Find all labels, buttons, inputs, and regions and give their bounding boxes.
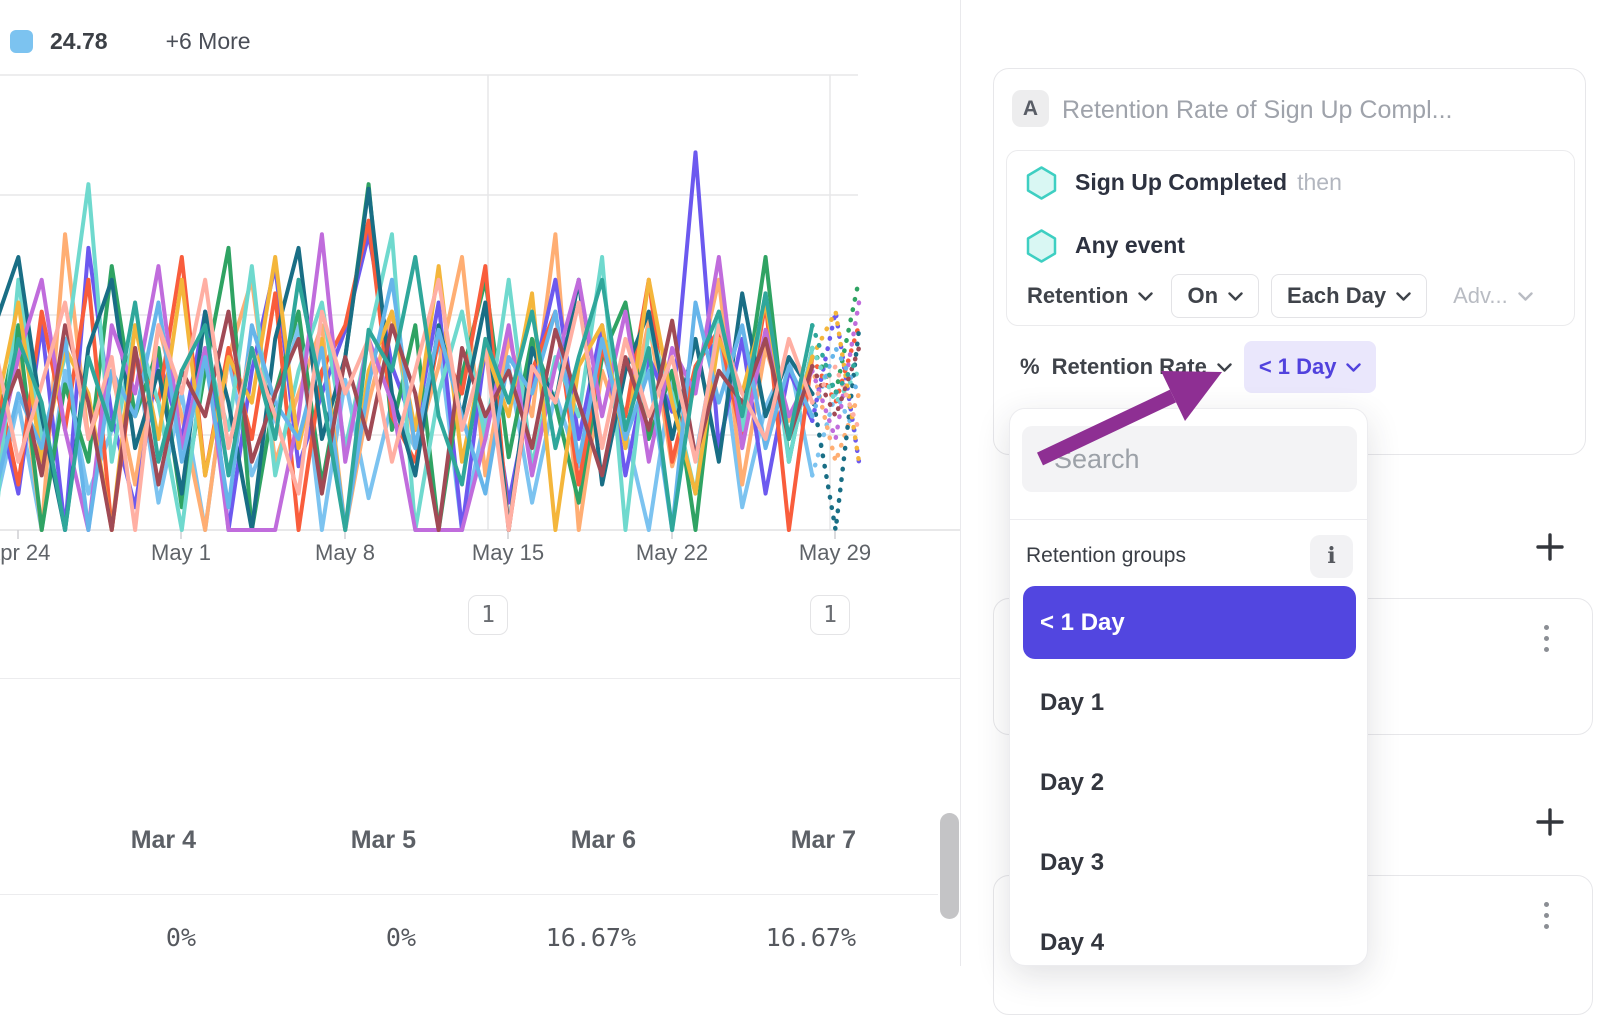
retention-group-option[interactable]: < 1 Day bbox=[1023, 586, 1356, 659]
metric-row: % Retention Rate < 1 Day bbox=[1020, 341, 1377, 393]
interval-dropdown-label: Each Day bbox=[1287, 283, 1387, 308]
chart-panel: 24.78 +6 More Apr 24 May 1 May 8 May 15 May … bbox=[0, 0, 961, 966]
metric-card-a: A Retention Rate of Sign Up Compl... Sig… bbox=[993, 68, 1586, 455]
chevron-down-icon bbox=[1346, 362, 1362, 372]
metric-dropdown[interactable]: Retention Rate bbox=[1052, 354, 1232, 380]
retention-groups-header-row: Retention groups i bbox=[1026, 531, 1353, 581]
search-input[interactable] bbox=[1052, 442, 1367, 476]
retention-group-option[interactable]: Day 3 bbox=[1040, 848, 1105, 876]
kebab-menu-icon[interactable] bbox=[1530, 898, 1562, 933]
retention-line-chart[interactable] bbox=[0, 0, 960, 540]
retention-group-option[interactable]: Day 2 bbox=[1040, 768, 1105, 796]
chevron-down-icon bbox=[1138, 291, 1154, 301]
interval-dropdown[interactable]: Each Day bbox=[1271, 274, 1428, 318]
on-dropdown-label: On bbox=[1187, 283, 1219, 308]
mode-dropdown-label: Retention bbox=[1027, 283, 1129, 308]
event-row-2[interactable]: Any event bbox=[1026, 228, 1185, 263]
chevron-down-icon bbox=[1396, 291, 1411, 301]
table-header-divider bbox=[0, 894, 938, 895]
retention-group-option[interactable]: Day 4 bbox=[1040, 928, 1105, 956]
popup-divider bbox=[1010, 519, 1367, 520]
table-cell: 16.67% bbox=[765, 923, 856, 952]
plus-icon bbox=[1536, 533, 1564, 561]
legend-value: 24.78 bbox=[50, 27, 108, 54]
search-box[interactable] bbox=[1022, 426, 1367, 492]
metric-card-title: Retention Rate of Sign Up Compl... bbox=[1062, 96, 1453, 124]
retention-group-option[interactable]: Day 1 bbox=[1040, 688, 1105, 716]
event-hexagon-icon bbox=[1026, 165, 1057, 200]
event-name[interactable]: Sign Up Completed bbox=[1075, 169, 1288, 195]
chevron-down-icon bbox=[1518, 291, 1533, 301]
chart-annotation-marker[interactable]: 1 bbox=[810, 595, 850, 635]
plus-icon bbox=[1536, 808, 1564, 836]
x-axis-labels: Apr 24 May 1 May 8 May 15 May 22 May 29 bbox=[0, 540, 960, 572]
add-segment-button[interactable] bbox=[1528, 800, 1572, 844]
retention-group-options: < 1 Day Day 1 Day 2 Day 3 Day 4 bbox=[1023, 586, 1356, 965]
x-axis-tick-label: Apr 24 bbox=[0, 540, 51, 565]
table-header-row: Mar 4 Mar 5 Mar 6 Mar 7 bbox=[0, 826, 900, 877]
event-hexagon-icon bbox=[1026, 228, 1057, 263]
event-name[interactable]: Any event bbox=[1075, 232, 1185, 258]
event-definition-card: Sign Up Completed then Any event Retenti… bbox=[1006, 150, 1575, 326]
chevron-down-icon bbox=[1228, 291, 1243, 301]
retention-group-dropdown[interactable]: < 1 Day bbox=[1243, 341, 1377, 393]
advanced-dropdown-label: Adv... bbox=[1453, 283, 1508, 308]
legend-more-button[interactable]: +6 More bbox=[165, 27, 251, 54]
retention-controls-row: Retention On Each Day Adv... bbox=[1021, 274, 1533, 318]
then-label: then bbox=[1297, 169, 1342, 195]
chart-annotation-marker[interactable]: 1 bbox=[468, 595, 508, 635]
on-dropdown[interactable]: On bbox=[1171, 274, 1260, 318]
retention-group-popup: Retention groups i < 1 Day Day 1 Day 2 Day … bbox=[1009, 408, 1368, 966]
add-metric-button[interactable] bbox=[1528, 525, 1572, 569]
x-axis-tick-label: May 8 bbox=[315, 540, 375, 565]
retention-table: Mar 4 Mar 5 Mar 6 Mar 7 bbox=[0, 826, 900, 877]
metric-dropdown-label: Retention Rate bbox=[1051, 354, 1207, 379]
event-row-1[interactable]: Sign Up Completed then bbox=[1026, 165, 1342, 200]
table-cell: 0% bbox=[385, 923, 416, 952]
table-value-row: 0% 0% 16.67% 16.67% bbox=[0, 895, 900, 952]
table-column-header: Mar 6 bbox=[570, 826, 636, 854]
table-cell: 16.67% bbox=[545, 923, 636, 952]
metric-badge: A bbox=[1012, 90, 1049, 127]
legend-swatch bbox=[10, 29, 33, 53]
table-column-header: Mar 4 bbox=[130, 826, 196, 854]
kebab-menu-icon[interactable] bbox=[1530, 621, 1562, 656]
info-icon[interactable]: i bbox=[1310, 534, 1353, 578]
section-divider bbox=[0, 678, 960, 679]
table-cell: 0% bbox=[165, 923, 196, 952]
table-column-header: Mar 5 bbox=[350, 826, 416, 854]
percent-sign: % bbox=[1020, 354, 1040, 379]
x-axis-tick-label: May 22 bbox=[635, 540, 709, 565]
retention-group-chip-label: < 1 Day bbox=[1258, 354, 1337, 379]
chart-legend: 24.78 +6 More bbox=[10, 26, 251, 56]
retention-groups-label: Retention groups bbox=[1026, 544, 1186, 567]
vertical-scrollbar[interactable] bbox=[940, 813, 959, 919]
x-axis-tick-label: May 1 bbox=[151, 540, 211, 565]
x-axis-tick-label: May 29 bbox=[798, 540, 872, 565]
advanced-dropdown[interactable]: Adv... bbox=[1453, 283, 1533, 309]
chevron-down-icon bbox=[1217, 362, 1232, 372]
table-column-header: Mar 7 bbox=[790, 826, 856, 854]
mode-dropdown[interactable]: Retention bbox=[1021, 283, 1159, 309]
x-axis-tick-label: May 15 bbox=[471, 540, 545, 565]
